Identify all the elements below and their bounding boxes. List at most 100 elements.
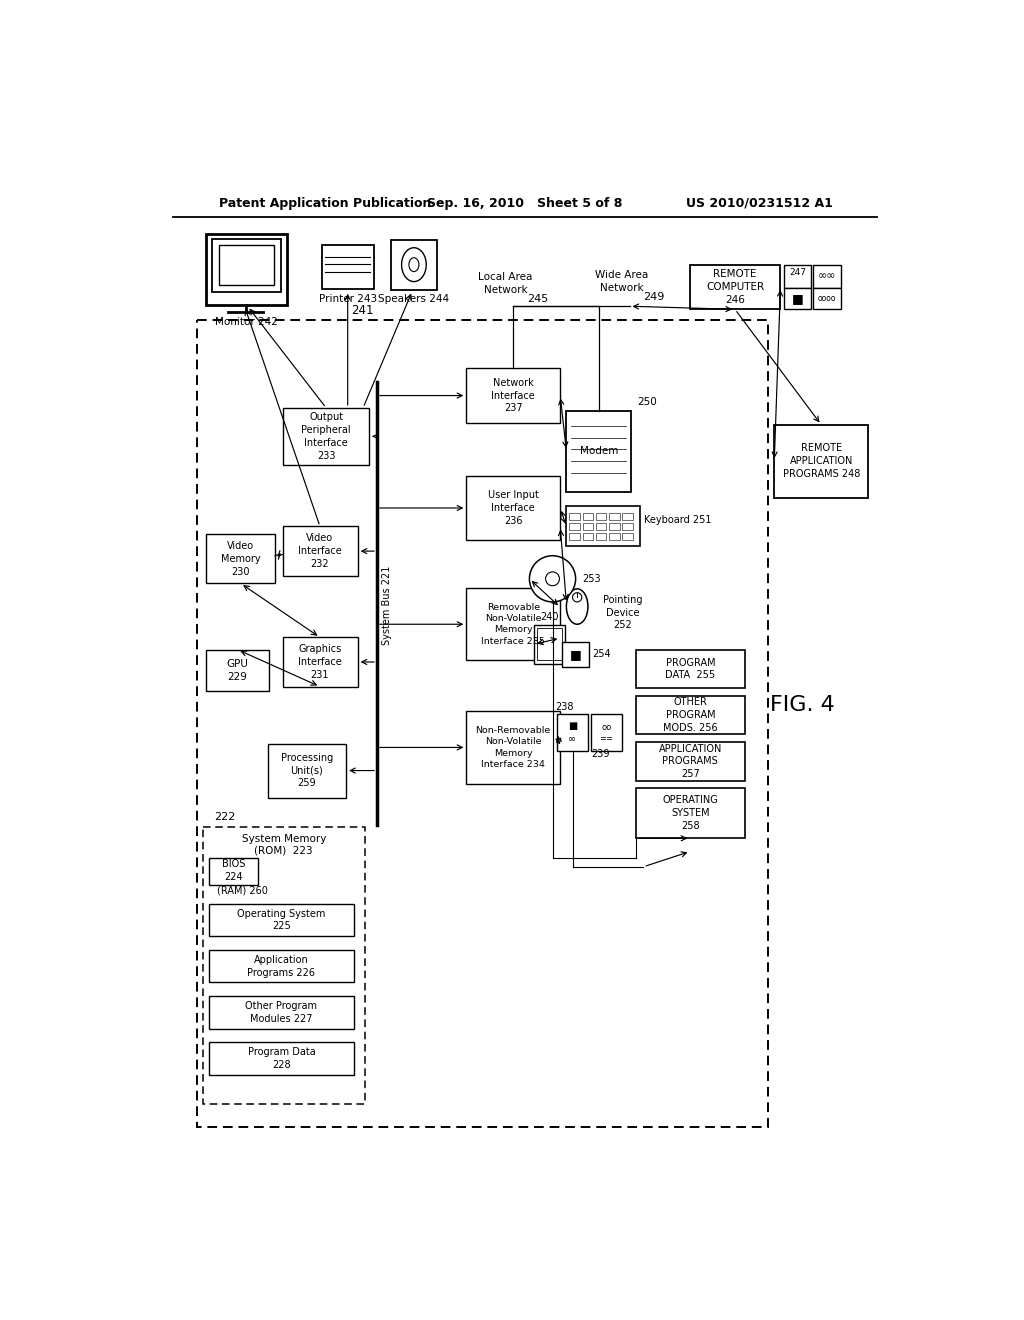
Bar [283,408,370,465]
Bar [466,368,560,424]
Text: 240: 240 [541,612,559,622]
Bar [783,288,811,309]
Text: Printer 243: Printer 243 [318,293,377,304]
Text: Wide Area
Network: Wide Area Network [595,271,648,293]
Bar [583,523,593,531]
Bar [209,1043,354,1074]
Text: 239: 239 [591,750,609,759]
Text: ∞∞: ∞∞ [817,271,836,281]
Bar [283,638,357,686]
Text: Speakers 244: Speakers 244 [378,294,450,305]
Text: Removable
Non-Volatile
Memory
Interface 235: Removable Non-Volatile Memory Interface … [481,602,545,645]
Bar [557,714,588,751]
Text: BIOS
224: BIOS 224 [222,859,246,882]
Bar [636,696,745,734]
Bar [197,321,768,1127]
Ellipse shape [566,589,588,624]
Bar [636,649,745,688]
Text: 254: 254 [593,649,611,659]
Bar [622,512,633,520]
Text: PROGRAM
DATA  255: PROGRAM DATA 255 [666,657,716,680]
Text: Graphics
Interface
231: Graphics Interface 231 [298,644,342,680]
Text: User Input
Interface
236: User Input Interface 236 [487,490,539,525]
Ellipse shape [572,593,582,602]
Bar [466,711,560,784]
Bar [783,264,811,288]
Text: Operating System
225: Operating System 225 [238,908,326,932]
Circle shape [546,572,559,586]
Bar [596,533,606,540]
Text: 247: 247 [788,268,806,277]
Text: FIG. 4: FIG. 4 [770,696,835,715]
Bar [206,234,287,305]
Bar [209,904,354,936]
Bar [813,288,841,309]
Text: Output
Peripheral
Interface
233: Output Peripheral Interface 233 [301,412,351,461]
Bar [209,997,354,1028]
Bar [322,244,374,289]
Text: GPU
229: GPU 229 [226,659,249,682]
Bar [538,628,562,660]
Text: System Bus 221: System Bus 221 [382,565,391,644]
Text: (RAM) 260: (RAM) 260 [217,886,267,896]
Text: Monitor 242: Monitor 242 [215,317,278,326]
Text: 249: 249 [643,292,665,302]
Bar [209,858,258,884]
Bar [596,523,606,531]
Bar [219,246,273,285]
Text: Processing
Unit(s)
259: Processing Unit(s) 259 [281,752,333,788]
Text: Patent Application Publication: Patent Application Publication [219,197,431,210]
Text: 241: 241 [351,304,374,317]
Text: Sep. 16, 2010   Sheet 5 of 8: Sep. 16, 2010 Sheet 5 of 8 [427,197,623,210]
Text: APPLICATION
PROGRAMS
257: APPLICATION PROGRAMS 257 [658,743,722,779]
Text: ■
∞: ■ ∞ [568,722,578,744]
Text: Video
Memory
230: Video Memory 230 [221,541,260,577]
Bar [583,533,593,540]
Bar [608,523,620,531]
Text: Video
Interface
232: Video Interface 232 [298,533,342,569]
Bar [569,512,581,520]
Text: 245: 245 [527,294,549,305]
Text: REMOTE
COMPUTER
246: REMOTE COMPUTER 246 [706,269,764,305]
Text: US 2010/0231512 A1: US 2010/0231512 A1 [686,197,833,210]
Text: 250: 250 [637,397,657,407]
Bar [608,533,620,540]
Text: ■: ■ [792,292,803,305]
Bar [566,411,631,492]
Bar [569,533,581,540]
Bar [267,743,346,797]
Bar [622,533,633,540]
Bar [583,512,593,520]
Bar [391,240,437,290]
Text: Other Program
Modules 227: Other Program Modules 227 [246,1001,317,1024]
Bar [622,523,633,531]
Text: ■: ■ [569,648,582,661]
Bar [596,512,606,520]
Circle shape [529,556,575,602]
Bar [813,264,841,288]
Bar [569,523,581,531]
Text: (ROM)  223: (ROM) 223 [255,845,313,855]
Text: oooo: oooo [817,294,836,304]
Bar [209,950,354,982]
Bar [466,589,560,660]
Bar [535,626,565,664]
Text: Network
Interface
237: Network Interface 237 [492,378,536,413]
Text: Modem: Modem [580,446,617,455]
Text: Local Area
Network: Local Area Network [478,272,532,294]
Text: System Memory: System Memory [242,834,326,845]
Bar [608,512,620,520]
Bar [566,507,640,546]
Text: OPERATING
SYSTEM
258: OPERATING SYSTEM 258 [663,795,718,830]
Text: Non-Removable
Non-Volatile
Memory
Interface 234: Non-Removable Non-Volatile Memory Interf… [475,726,551,770]
Bar [283,527,357,576]
Bar [636,788,745,838]
Bar [203,826,365,1104]
Text: Keyboard 251: Keyboard 251 [644,515,712,525]
Text: Program Data
228: Program Data 228 [248,1047,315,1071]
Bar [636,742,745,780]
Bar [206,535,275,583]
Text: Pointing
Device
252: Pointing Device 252 [603,595,643,631]
Bar [212,239,281,292]
Bar [774,425,868,498]
